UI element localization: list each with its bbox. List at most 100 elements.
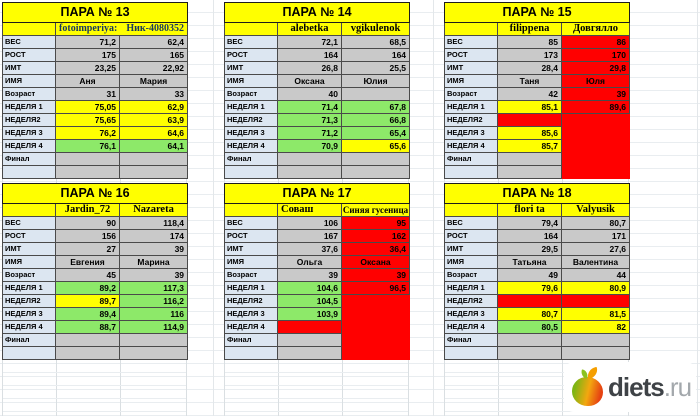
participant-username-cell[interactable]: Довгялло xyxy=(560,22,631,36)
value-cell[interactable]: 28,4 xyxy=(497,61,562,75)
value-cell[interactable] xyxy=(118,165,189,179)
value-cell[interactable]: 170 xyxy=(560,48,631,62)
value-cell[interactable]: 80,9 xyxy=(560,281,631,295)
value-cell[interactable]: 27,6 xyxy=(560,242,631,256)
value-cell[interactable]: Оксана xyxy=(340,255,411,269)
value-cell[interactable]: 75,05 xyxy=(55,100,120,114)
value-cell[interactable]: 76,2 xyxy=(55,126,120,140)
value-cell[interactable]: 42 xyxy=(497,87,562,101)
value-cell[interactable]: 89,6 xyxy=(560,100,631,114)
value-cell[interactable] xyxy=(277,152,342,166)
value-cell[interactable]: 116,2 xyxy=(118,294,189,308)
participant-username-cell[interactable]: Синяя гусеница xyxy=(340,203,411,217)
value-cell[interactable] xyxy=(497,346,562,360)
value-cell[interactable]: Юлия xyxy=(340,74,411,88)
value-cell[interactable]: 71,3 xyxy=(277,113,342,127)
value-cell[interactable] xyxy=(55,165,120,179)
value-cell[interactable] xyxy=(277,346,342,360)
value-cell[interactable]: 44 xyxy=(560,268,631,282)
value-cell[interactable] xyxy=(497,113,562,127)
value-cell[interactable]: 71,2 xyxy=(55,35,120,49)
value-cell[interactable]: 167 xyxy=(277,229,342,243)
value-cell[interactable] xyxy=(560,113,631,127)
value-cell[interactable]: 96,5 xyxy=(340,281,411,295)
value-cell[interactable]: 27 xyxy=(55,242,120,256)
value-cell[interactable]: 63,9 xyxy=(118,113,189,127)
value-cell[interactable]: 64,6 xyxy=(118,126,189,140)
value-cell[interactable]: Валентина xyxy=(560,255,631,269)
value-cell[interactable]: 64,1 xyxy=(118,139,189,153)
value-cell[interactable] xyxy=(277,165,342,179)
value-cell[interactable]: Евгения xyxy=(55,255,120,269)
value-cell[interactable]: 72,1 xyxy=(277,35,342,49)
participant-username-cell[interactable]: Valyusik xyxy=(560,203,631,217)
value-cell[interactable]: 164 xyxy=(340,48,411,62)
value-cell[interactable]: 36,4 xyxy=(340,242,411,256)
value-cell[interactable]: 79,4 xyxy=(497,216,562,230)
value-cell[interactable]: 39 xyxy=(340,268,411,282)
value-cell[interactable]: 31 xyxy=(55,87,120,101)
value-cell[interactable] xyxy=(340,87,411,101)
value-cell[interactable]: 39 xyxy=(118,268,189,282)
value-cell[interactable]: 39 xyxy=(118,242,189,256)
value-cell[interactable]: 22,92 xyxy=(118,61,189,75)
value-cell[interactable]: 95 xyxy=(340,216,411,230)
value-cell[interactable] xyxy=(560,333,631,347)
participant-username-cell[interactable]: alebetka xyxy=(277,22,342,36)
value-cell[interactable]: 165 xyxy=(118,48,189,62)
value-cell[interactable]: 62,9 xyxy=(118,100,189,114)
participant-username-cell[interactable]: Jardin_72 xyxy=(55,203,120,217)
participant-username-cell[interactable]: Nazareta xyxy=(118,203,189,217)
value-cell[interactable]: Марина xyxy=(118,255,189,269)
value-cell[interactable]: 71,4 xyxy=(277,100,342,114)
value-cell[interactable]: 65,6 xyxy=(340,139,411,153)
value-cell[interactable]: 89,4 xyxy=(55,307,120,321)
value-cell[interactable]: 164 xyxy=(497,229,562,243)
value-cell[interactable]: 85,6 xyxy=(497,126,562,140)
value-cell[interactable]: 39 xyxy=(277,268,342,282)
subheader-spacer-cell[interactable] xyxy=(444,203,498,217)
value-cell[interactable]: 104,6 xyxy=(277,281,342,295)
value-cell[interactable]: 164 xyxy=(277,48,342,62)
participant-username-cell[interactable]: flori ta xyxy=(497,203,562,217)
value-cell[interactable] xyxy=(560,139,631,153)
value-cell[interactable]: 118,4 xyxy=(118,216,189,230)
value-cell[interactable] xyxy=(340,165,411,179)
subheader-spacer-cell[interactable] xyxy=(224,203,278,217)
value-cell[interactable]: 40 xyxy=(277,87,342,101)
value-cell[interactable]: Ольга xyxy=(277,255,342,269)
value-cell[interactable] xyxy=(340,333,411,347)
value-cell[interactable] xyxy=(497,333,562,347)
value-cell[interactable]: 75,65 xyxy=(55,113,120,127)
value-cell[interactable] xyxy=(118,333,189,347)
value-cell[interactable]: 103,9 xyxy=(277,307,342,321)
value-cell[interactable]: 76,1 xyxy=(55,139,120,153)
value-cell[interactable]: 62,4 xyxy=(118,35,189,49)
value-cell[interactable] xyxy=(340,320,411,334)
value-cell[interactable] xyxy=(560,346,631,360)
value-cell[interactable]: 88,7 xyxy=(55,320,120,334)
value-cell[interactable]: 65,4 xyxy=(340,126,411,140)
value-cell[interactable]: Татьяна xyxy=(497,255,562,269)
value-cell[interactable]: 79,6 xyxy=(497,281,562,295)
value-cell[interactable] xyxy=(497,152,562,166)
value-cell[interactable]: 49 xyxy=(497,268,562,282)
value-cell[interactable]: 29,8 xyxy=(560,61,631,75)
value-cell[interactable]: 82 xyxy=(560,320,631,334)
value-cell[interactable]: 85 xyxy=(497,35,562,49)
value-cell[interactable] xyxy=(497,294,562,308)
value-cell[interactable]: 29,5 xyxy=(497,242,562,256)
value-cell[interactable]: 39 xyxy=(560,87,631,101)
subheader-spacer-cell[interactable] xyxy=(2,22,56,36)
value-cell[interactable]: 104,5 xyxy=(277,294,342,308)
value-cell[interactable]: 156 xyxy=(55,229,120,243)
value-cell[interactable]: Аня xyxy=(55,74,120,88)
subheader-spacer-cell[interactable] xyxy=(224,22,278,36)
value-cell[interactable]: 89,7 xyxy=(55,294,120,308)
value-cell[interactable]: 89,2 xyxy=(55,281,120,295)
value-cell[interactable]: 86 xyxy=(560,35,631,49)
value-cell[interactable] xyxy=(277,320,342,334)
participant-usernames-cell[interactable]: fotoimperiya: Ник-4080352 xyxy=(54,22,189,36)
value-cell[interactable] xyxy=(340,346,411,360)
value-cell[interactable]: 106 xyxy=(277,216,342,230)
